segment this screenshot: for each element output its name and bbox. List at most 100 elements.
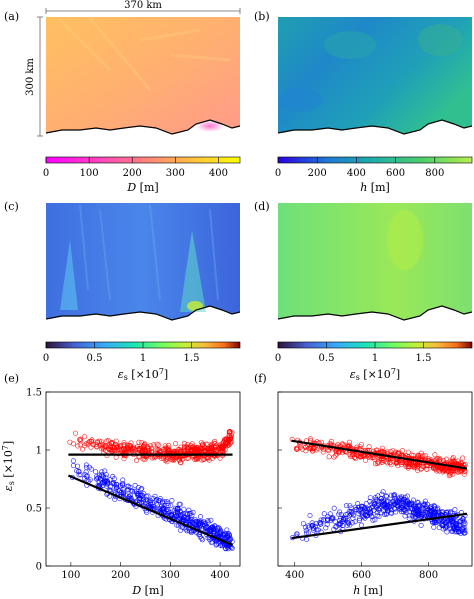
- scatter-e-point: [93, 469, 99, 475]
- scatter-f-point: [352, 519, 358, 525]
- scatter-f-point: [459, 526, 465, 532]
- scatter-f-point: [447, 472, 453, 478]
- scatter-e-point: [83, 469, 89, 475]
- scale-bar-y-label: 300 km: [25, 58, 36, 96]
- scatter-e-xlabel: D [m]: [131, 584, 163, 597]
- scatter-e-point: [178, 460, 184, 466]
- scatter-e-point: [184, 516, 190, 522]
- scatter-e-point: [187, 516, 193, 522]
- scatter-e-point: [223, 436, 229, 442]
- scatter-f-point: [328, 518, 334, 524]
- scatter-f-point: [363, 508, 369, 514]
- scatter-f-point: [333, 449, 339, 455]
- scatter-f-point: [410, 497, 416, 503]
- scatter-f-point: [390, 492, 396, 498]
- scatter-e-point: [132, 482, 138, 488]
- scatter-f-point: [379, 458, 385, 464]
- scatter-f-point: [345, 443, 351, 449]
- scatter-e-ylabel-exp: 7: [1, 445, 10, 450]
- scatter-f-point: [336, 511, 342, 517]
- scatter-f-xtick-label: 800: [419, 570, 438, 581]
- scatter-f-point: [388, 499, 394, 505]
- scatter-e-point: [157, 507, 163, 513]
- scatter-f-point: [445, 518, 451, 524]
- colorbar-b-tick-label: 200: [308, 168, 327, 179]
- scatter-e-marks: [67, 428, 235, 552]
- scatter-e-frame: [45, 391, 241, 567]
- scatter-f-point: [384, 499, 390, 505]
- scatter-f-point: [375, 506, 381, 512]
- scatter-e-point: [115, 487, 121, 493]
- scatter-f-point: [303, 444, 309, 450]
- colorbar-c-label-var: ε: [118, 368, 124, 381]
- scatter-f-point: [332, 518, 338, 524]
- scatter-f-point: [374, 509, 380, 515]
- scatter-f-xlabel-unit: [m]: [360, 584, 383, 597]
- scatter-e-point: [218, 444, 224, 450]
- scatter-f-xtick-label: 600: [352, 570, 371, 581]
- scatter-e-point: [190, 509, 196, 515]
- scatter-f-point: [416, 503, 422, 509]
- scatter-e-point: [203, 441, 209, 447]
- scatter-e-point: [212, 438, 218, 444]
- scatter-f-point: [421, 501, 427, 507]
- scatter-f-point: [405, 465, 411, 471]
- scatter-f-point: [336, 517, 342, 523]
- scatter-f-fit-line-0: [291, 439, 468, 470]
- colorbar-d-label-sub: s: [356, 373, 360, 382]
- scatter-e-point: [196, 520, 202, 526]
- scatter-e-point: [70, 463, 76, 469]
- scatter-f-point: [405, 463, 411, 469]
- scatter-e-point: [118, 490, 124, 496]
- scatter-e-point: [199, 535, 205, 541]
- panel-tag-b: (b): [254, 10, 270, 23]
- colorbar-d-tick-label: 1: [372, 353, 378, 364]
- scatter-f-point: [461, 521, 467, 527]
- scatter-e-point: [108, 440, 114, 446]
- scatter-e-point: [197, 534, 203, 540]
- colorbar-a-tick-label: 300: [166, 168, 185, 179]
- scatter-e-point: [103, 443, 109, 449]
- scatter-e-point: [139, 492, 145, 498]
- scatter-e-point: [112, 481, 118, 487]
- scatter-f-point: [413, 508, 419, 514]
- colorbar-b-tick-label: 400: [347, 168, 366, 179]
- scatter-f-point: [390, 448, 396, 454]
- scatter-e-point: [129, 445, 135, 451]
- scatter-f-point: [356, 507, 362, 513]
- scatter-e-point: [93, 442, 99, 448]
- scatter-f-point: [415, 467, 421, 473]
- map-d: [277, 203, 473, 321]
- scatter-e-point: [198, 514, 204, 520]
- scatter-e-point: [97, 476, 103, 482]
- scatter-f-point: [400, 459, 406, 465]
- scatter-e-point: [163, 445, 169, 451]
- scatter-e-point: [199, 537, 205, 543]
- scatter-e-point: [204, 524, 210, 530]
- scatter-e-point: [82, 434, 88, 440]
- scatter-e-point: [148, 500, 154, 506]
- scatter-e-point: [220, 445, 226, 451]
- scatter-f-point: [406, 515, 412, 521]
- scatter-f-point: [393, 509, 399, 515]
- colorbar-b-ticks: 0 200 400 600 800: [275, 157, 444, 179]
- colorbar-d-tick-label: 0.5: [319, 353, 335, 364]
- scatter-e-point: [181, 506, 187, 512]
- scatter-f-fit-line-1: [291, 512, 468, 540]
- scatter-e-ytick-label: 0.5: [26, 504, 42, 515]
- scatter-f-point: [443, 519, 449, 525]
- scatter-e-point: [190, 447, 196, 453]
- scatter-f-point: [347, 503, 353, 509]
- scatter-f-point: [392, 506, 398, 512]
- scatter-f-point: [436, 468, 442, 474]
- scatter-f-point: [406, 460, 412, 466]
- scatter-e-point: [219, 444, 225, 450]
- scatter-f-point: [415, 512, 421, 518]
- scatter-e-point: [136, 439, 142, 445]
- scatter-e-ytick-label: 1.5: [26, 388, 42, 399]
- scatter-e-point: [105, 437, 111, 443]
- scatter-e-xlabel-var: D: [131, 584, 141, 597]
- colorbar-c-label: εs [×107]: [118, 367, 168, 382]
- scatter-e-point: [111, 444, 117, 450]
- scatter-e-point: [96, 438, 102, 444]
